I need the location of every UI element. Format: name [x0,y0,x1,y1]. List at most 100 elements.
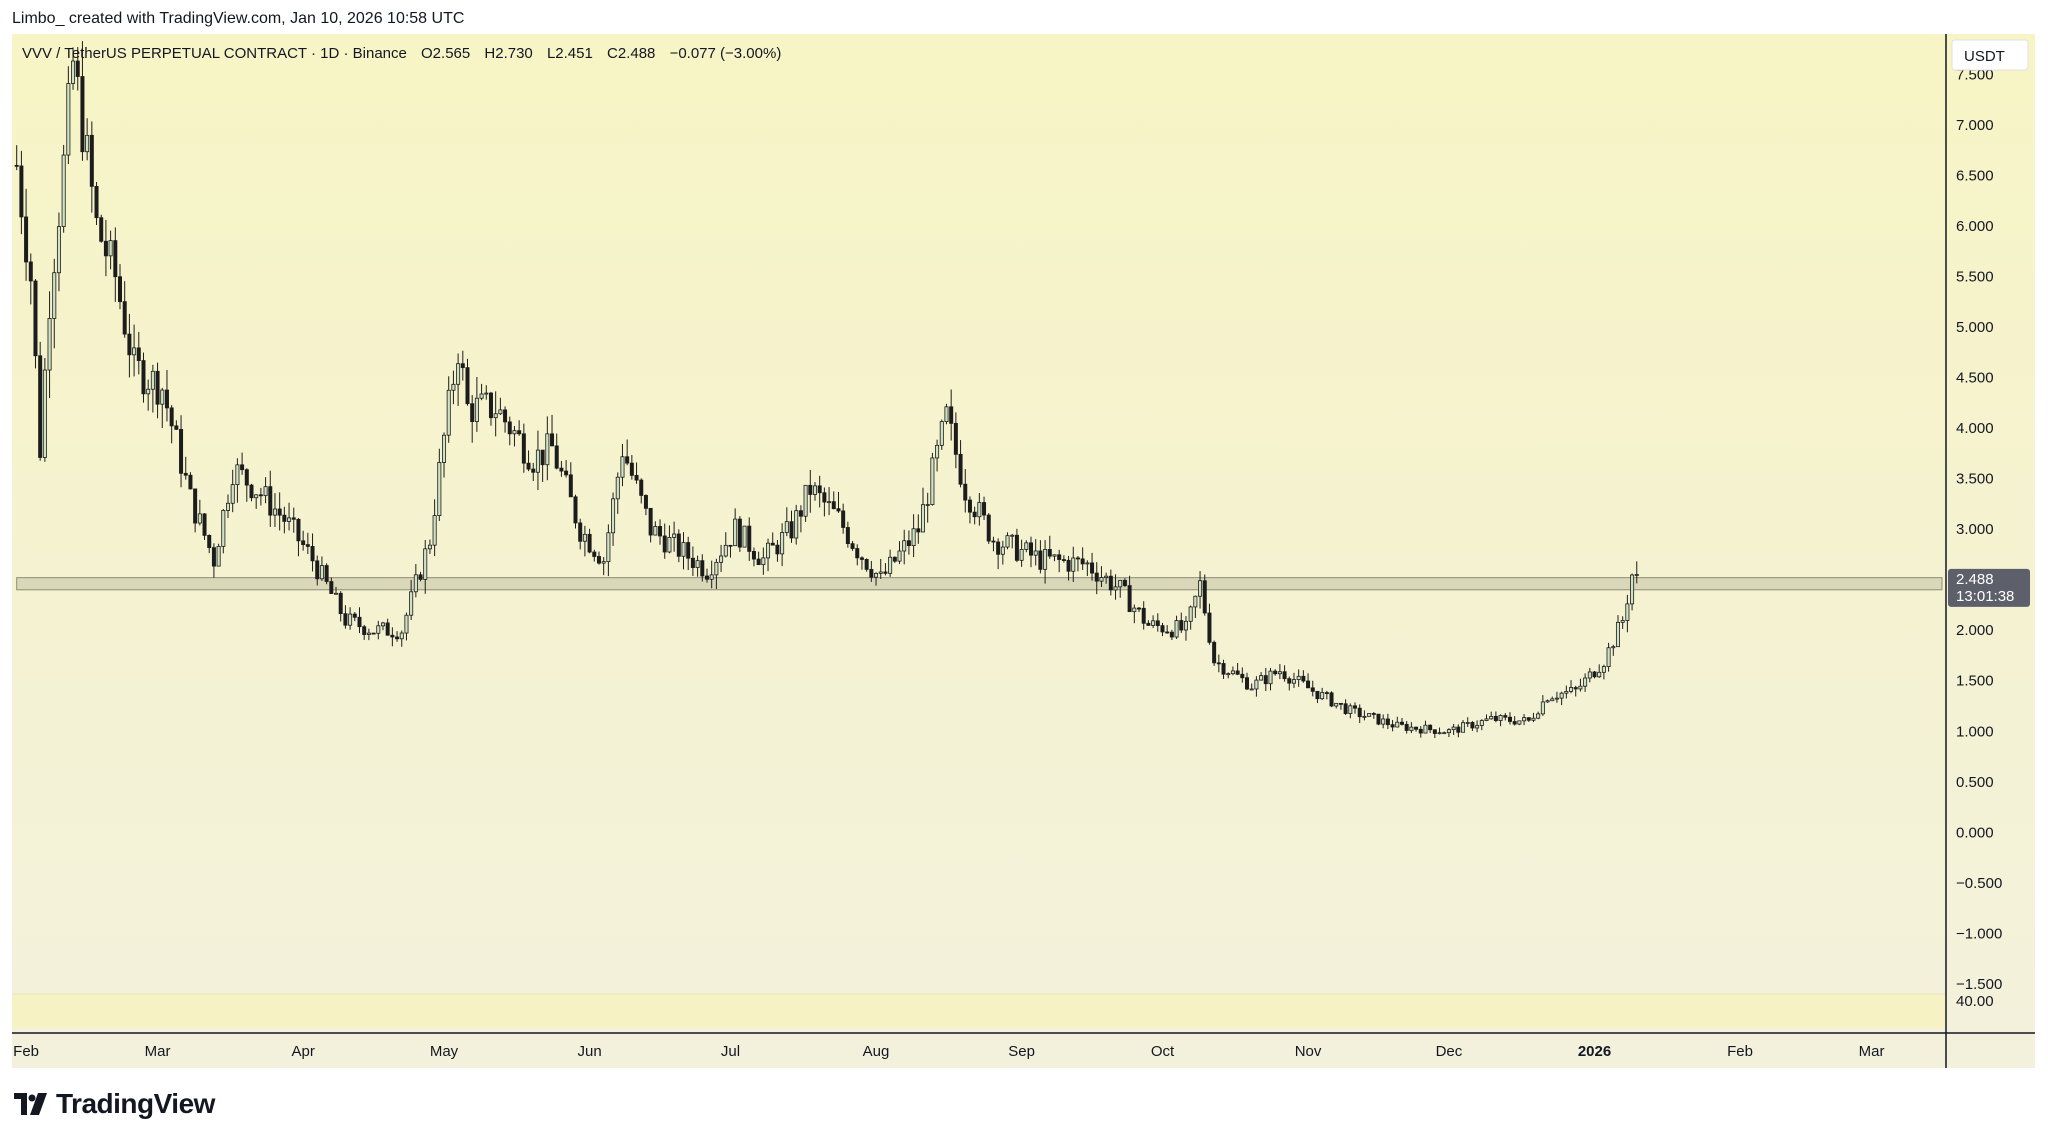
candle-body [1479,720,1484,726]
candle-body [874,572,879,578]
candle-body [1198,580,1203,597]
x-tick-label: Apr [291,1043,314,1060]
candle-body [1399,721,1404,725]
candle-body [1141,607,1146,624]
candle-body [1099,577,1104,582]
candle-body [1522,717,1527,722]
candle-body [1230,670,1235,675]
currency-button[interactable]: USDT [1951,39,2029,71]
candle-body [1470,722,1475,729]
candle-body [146,388,151,395]
candle-body [1390,724,1395,728]
candle-body [1630,574,1635,605]
candle-body [211,547,216,567]
candle-body [268,486,273,516]
candle-body [1183,620,1188,631]
candle-body [456,363,461,385]
candle-body [944,406,949,423]
x-tick-label: May [430,1043,459,1060]
candle-body [789,521,794,539]
candle-body [648,507,653,536]
candle-body [911,528,916,546]
candle-body [52,272,57,319]
candle-body [188,474,193,490]
candle-body [827,501,832,504]
candle-body [1024,542,1029,550]
candle-body [1104,575,1109,578]
candle-body [1583,677,1588,687]
candle-body [61,154,66,227]
candle-body [662,535,667,553]
last-price-label: 2.488 13:01:38 [1948,568,2030,607]
y-tick-label: 5.000 [1956,319,1994,336]
candle-body [1634,574,1639,576]
candle-body [155,370,160,405]
candle-body [334,592,339,595]
y-tick-label: −0.500 [1956,875,2002,892]
candle-body [470,403,475,422]
ohlc-close: C2.488 [607,45,655,62]
candle-body [1348,705,1353,714]
candle-body [376,625,381,634]
candle-body [1174,620,1179,638]
candle-body [812,485,817,495]
candle-body [249,484,254,499]
candle-body [831,501,836,510]
candle-body [371,632,376,635]
candle-body [1343,703,1348,714]
candle-body [1010,534,1015,537]
candle-body [380,622,385,627]
candle-body [38,355,43,458]
candle-body [71,60,76,84]
candle-body [75,60,80,77]
y-tick-label: 6.500 [1956,167,1994,184]
candle-body [1465,722,1470,724]
tradingview-logo[interactable]: TradingView [14,1088,215,1120]
candle-body [1113,586,1118,591]
candle-body [1075,557,1080,560]
candle-body [1108,575,1113,591]
x-tick-label: Sep [1008,1043,1035,1060]
candle-body [859,557,864,560]
candle-body [287,517,292,522]
candle-body [1550,698,1555,702]
candle-body [498,409,503,415]
candle-body [89,134,94,187]
candle-body [1207,612,1212,643]
ohlc-low: L2.451 [547,45,593,62]
candle-body [963,483,968,501]
candle-body [1052,554,1057,557]
candle-body [113,240,118,278]
candle-body [1625,603,1630,621]
candle-body [1165,631,1170,634]
candle-body [427,544,432,550]
candle-body [958,453,963,485]
candle-body [535,449,540,473]
candle-body [817,485,822,494]
candle-body [1423,724,1428,734]
candle-body [14,164,19,167]
candle-body [1019,548,1024,561]
candle-body [385,622,390,636]
candle-body [1146,622,1151,626]
candle-body [404,614,409,634]
candle-body [1357,707,1362,718]
candle-body [399,632,404,640]
candle-body [493,413,498,419]
candle-body [1122,579,1127,586]
candle-body [1301,675,1306,682]
candle-body [301,540,306,545]
symbol-legend: VVV / TetherUS PERPETUAL CONTRACT · 1D ·… [22,45,781,62]
candle-body [338,592,343,615]
candle-body [883,571,888,574]
candle-body [1329,692,1334,707]
candle-body [1043,549,1048,570]
candle-body [1597,671,1602,678]
candle-body [1564,690,1569,694]
candle-body [977,502,982,518]
candle-body [19,165,24,218]
candle-body [1193,595,1198,608]
candle-body [127,333,132,356]
candle-body [714,561,719,576]
